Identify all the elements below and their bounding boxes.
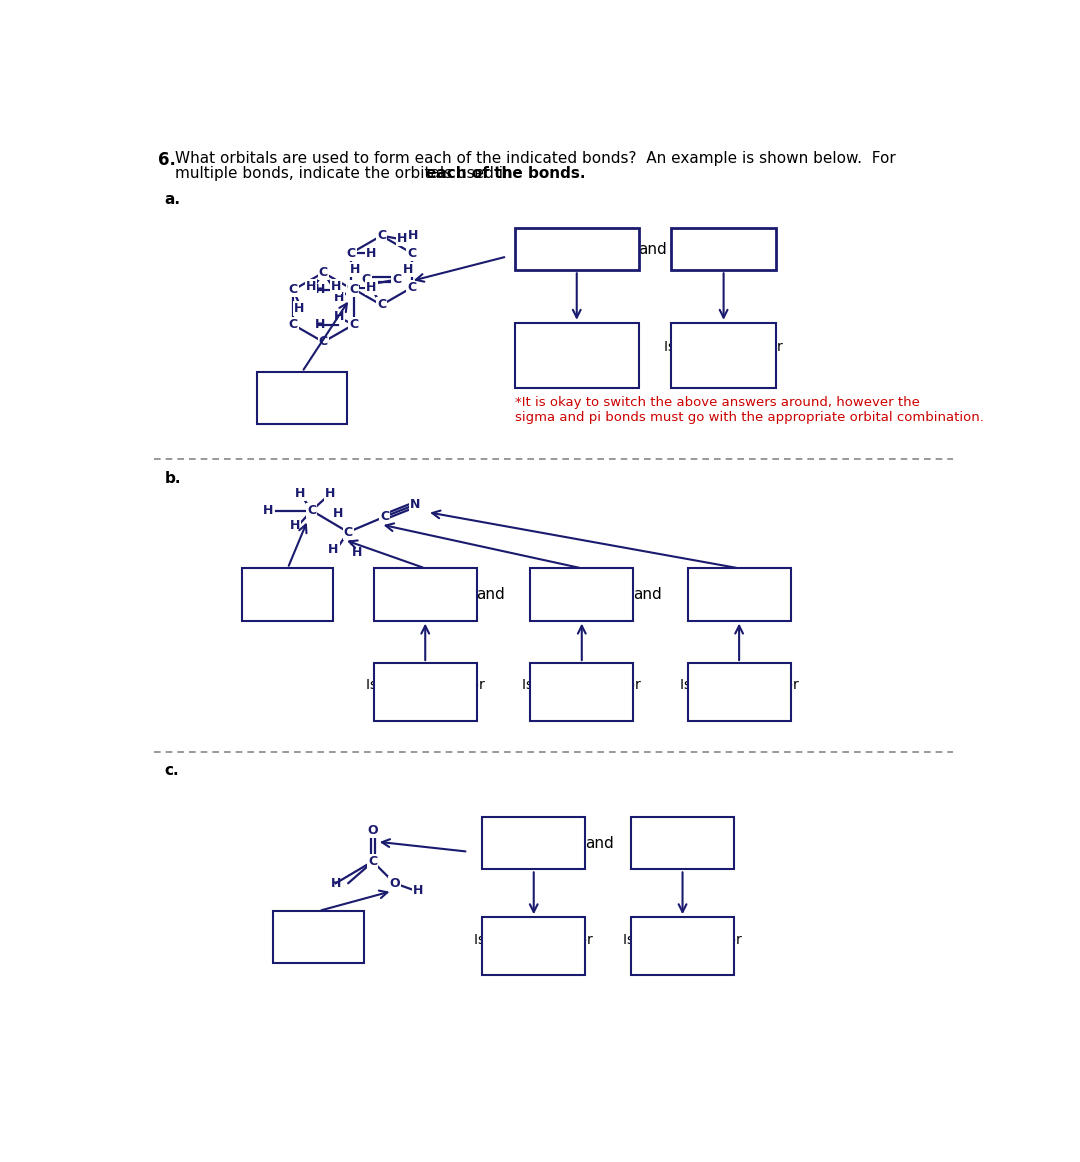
Text: C: C bbox=[347, 281, 355, 294]
Text: H: H bbox=[334, 292, 345, 304]
Text: H: H bbox=[314, 318, 325, 331]
Text: H: H bbox=[403, 263, 413, 277]
Text: C: C bbox=[407, 246, 416, 259]
Text: H: H bbox=[351, 546, 362, 559]
Text: C: C bbox=[349, 284, 359, 296]
Bar bbox=[242, 568, 334, 621]
Text: Cp-Cp: Cp-Cp bbox=[696, 241, 752, 258]
Text: Is this a sigma or
pi bond?: Is this a sigma or pi bond? bbox=[664, 339, 783, 370]
Text: and: and bbox=[638, 242, 667, 257]
Text: multiple bonds, indicate the orbitals used in: multiple bonds, indicate the orbitals us… bbox=[175, 166, 517, 180]
Bar bbox=[374, 664, 476, 720]
Text: C: C bbox=[319, 336, 328, 349]
Bar bbox=[482, 817, 585, 869]
Text: C: C bbox=[288, 318, 298, 331]
Text: Is this a sigma or
pi bond?: Is this a sigma or pi bond? bbox=[523, 679, 642, 709]
Text: H: H bbox=[314, 284, 325, 296]
Text: C: C bbox=[307, 504, 316, 517]
Bar bbox=[374, 568, 476, 621]
Text: and: and bbox=[476, 587, 505, 602]
Bar bbox=[530, 568, 633, 621]
Text: O: O bbox=[389, 877, 400, 890]
Text: C: C bbox=[349, 318, 359, 331]
Text: H: H bbox=[334, 310, 345, 323]
Text: C: C bbox=[368, 855, 378, 868]
Text: 6.: 6. bbox=[159, 151, 176, 168]
Text: Is this a sigma or
pi bond?: Is this a sigma or pi bond? bbox=[679, 679, 798, 709]
Text: O: O bbox=[367, 824, 378, 838]
Text: C: C bbox=[380, 510, 389, 523]
Text: H: H bbox=[332, 877, 341, 890]
Bar bbox=[515, 323, 638, 388]
Text: H: H bbox=[366, 246, 377, 259]
Text: H: H bbox=[295, 487, 306, 500]
Text: pi: pi bbox=[715, 368, 732, 387]
Text: Is this a sigma or
pi bond?: Is this a sigma or pi bond? bbox=[623, 933, 742, 963]
Text: H: H bbox=[325, 487, 336, 500]
Text: H: H bbox=[294, 302, 305, 315]
Text: C: C bbox=[392, 273, 402, 286]
Text: C: C bbox=[377, 299, 386, 311]
Text: *It is okay to switch the above answers around, however the
sigma and pi bonds m: *It is okay to switch the above answers … bbox=[515, 396, 984, 424]
Text: H: H bbox=[289, 519, 300, 532]
Text: C: C bbox=[319, 266, 328, 279]
Text: H: H bbox=[413, 883, 423, 897]
Text: H: H bbox=[366, 281, 377, 294]
Bar bbox=[515, 228, 638, 271]
Bar bbox=[672, 228, 775, 271]
Bar bbox=[688, 568, 791, 621]
Bar bbox=[672, 323, 775, 388]
Text: H: H bbox=[330, 280, 341, 293]
Text: Is this a sigma or
pi bond?: Is this a sigma or pi bond? bbox=[366, 679, 485, 709]
Text: H: H bbox=[328, 543, 339, 555]
Text: Is this a sigma or
pi bond?: Is this a sigma or pi bond? bbox=[517, 339, 636, 370]
Bar bbox=[530, 664, 633, 720]
Bar bbox=[631, 817, 734, 869]
Text: H: H bbox=[333, 507, 343, 521]
Text: Csp²-Csp²: Csp²-Csp² bbox=[532, 241, 621, 258]
Text: and: and bbox=[633, 587, 662, 602]
Text: Is this a sigma or
pi bond?: Is this a sigma or pi bond? bbox=[474, 933, 593, 963]
Bar bbox=[631, 917, 734, 975]
Text: sigma: sigma bbox=[549, 368, 605, 387]
Text: C: C bbox=[343, 525, 353, 539]
Text: H: H bbox=[306, 280, 316, 293]
Text: C: C bbox=[288, 284, 298, 296]
Bar bbox=[257, 372, 347, 424]
Bar bbox=[688, 664, 791, 720]
Text: H: H bbox=[397, 232, 407, 245]
Text: and: and bbox=[585, 835, 613, 851]
Text: C: C bbox=[407, 281, 416, 294]
Text: b.: b. bbox=[164, 471, 181, 486]
Bar bbox=[273, 911, 364, 963]
Text: c.: c. bbox=[164, 763, 179, 779]
Text: C: C bbox=[377, 229, 386, 242]
Text: H: H bbox=[262, 504, 273, 517]
Text: a.: a. bbox=[164, 192, 180, 207]
Bar bbox=[482, 917, 585, 975]
Text: What orbitals are used to form each of the indicated bonds?  An example is shown: What orbitals are used to form each of t… bbox=[175, 151, 896, 166]
Text: H: H bbox=[350, 263, 361, 277]
Text: C: C bbox=[362, 273, 370, 286]
Text: N: N bbox=[410, 498, 421, 511]
Text: each of the bonds.: each of the bonds. bbox=[426, 166, 585, 180]
Text: H: H bbox=[408, 229, 418, 242]
Text: C: C bbox=[347, 246, 355, 259]
